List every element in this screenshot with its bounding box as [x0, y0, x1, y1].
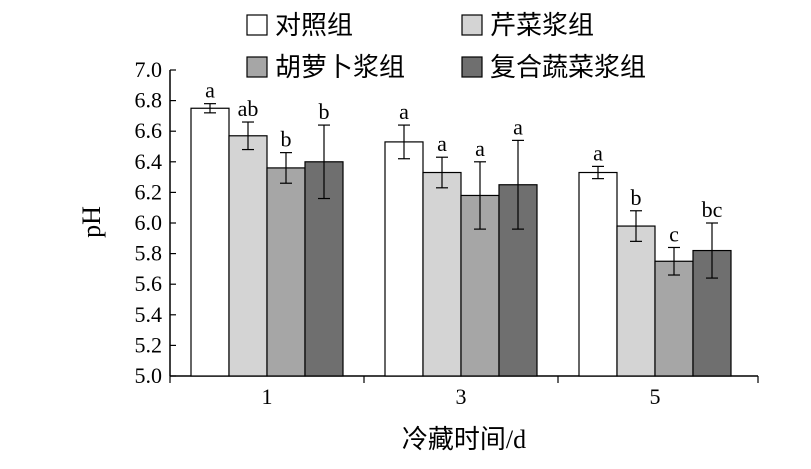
bar — [616, 225, 656, 377]
legend-swatch — [246, 56, 268, 78]
legend-label: 对照组 — [275, 11, 353, 40]
significance-label: a — [437, 131, 447, 156]
significance-label: a — [513, 114, 523, 139]
legend-swatch — [246, 14, 268, 36]
x-tick-label: 3 — [456, 384, 467, 409]
significance-label: a — [593, 140, 603, 165]
y-tick-label: 6.2 — [135, 179, 163, 204]
significance-label: a — [475, 136, 485, 161]
x-tick-label: 1 — [262, 384, 273, 409]
y-tick-label: 5.6 — [135, 271, 163, 296]
axes: 5.0 5.2 5.4 5.6 5.8 6.0 6.2 6.4 6.6 6.8 7.0 1 3 5 — [135, 57, 759, 409]
legend-swatch — [461, 14, 483, 36]
y-tick-label: 6.4 — [135, 149, 163, 174]
significance-label: c — [669, 221, 679, 246]
x-tick-label: 5 — [650, 384, 661, 409]
y-tick-label: 6.8 — [135, 88, 163, 113]
bar — [384, 141, 424, 377]
y-axis-title: pH — [77, 206, 106, 238]
significance-label: b — [281, 127, 292, 152]
legend-label: 复合蔬菜浆组 — [490, 53, 646, 82]
bar — [190, 107, 230, 377]
legend-label: 芹菜浆组 — [490, 11, 594, 40]
y-tick-label: 5.0 — [135, 363, 163, 388]
y-tick-label: 6.6 — [135, 118, 163, 143]
significance-label: a — [399, 99, 409, 124]
legend-label: 胡萝卜浆组 — [275, 53, 405, 82]
significance-label: a — [205, 78, 215, 103]
y-tick-label: 7.0 — [135, 57, 163, 82]
significance-label: bc — [702, 197, 723, 222]
bar — [578, 171, 618, 377]
y-tick-label: 6.0 — [135, 210, 163, 235]
y-tick-label: 5.2 — [135, 332, 163, 357]
bar — [228, 135, 268, 377]
bar — [654, 260, 694, 377]
bar — [422, 171, 462, 377]
bar — [266, 167, 306, 377]
x-axis-title: 冷藏时间/d — [402, 425, 526, 454]
significance-label: b — [631, 185, 642, 210]
y-tick-label: 5.8 — [135, 241, 163, 266]
y-tick-label: 5.4 — [135, 302, 163, 327]
significance-label: ab — [238, 96, 259, 121]
legend-swatch — [461, 56, 483, 78]
significance-label: b — [319, 99, 330, 124]
